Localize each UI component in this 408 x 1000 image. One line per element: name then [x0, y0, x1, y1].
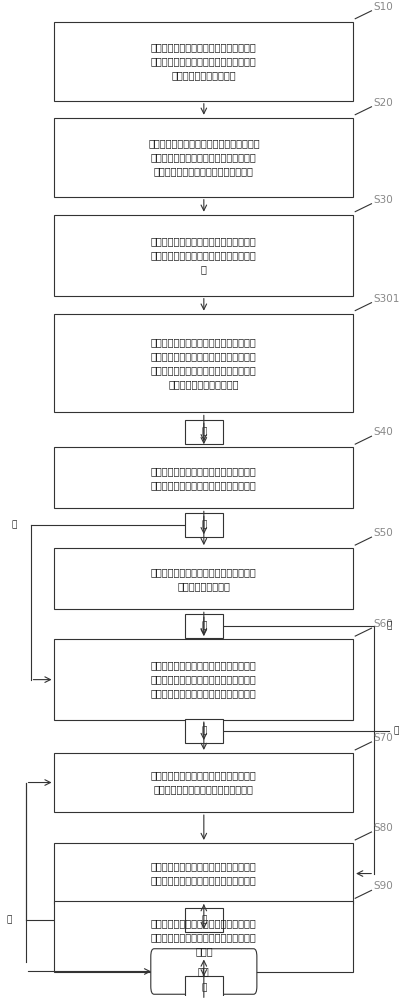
Text: S40: S40 [373, 427, 393, 437]
FancyBboxPatch shape [54, 22, 353, 101]
Text: 否: 否 [201, 727, 206, 736]
FancyBboxPatch shape [151, 949, 257, 994]
Text: S10: S10 [373, 2, 393, 12]
Text: 是: 是 [201, 984, 206, 993]
FancyBboxPatch shape [54, 639, 353, 720]
Text: 判断双目立体视觉传感器是否能够检测目
标车辆行驶前方的限高栏的最大高度信息: 判断双目立体视觉传感器是否能够检测目 标车辆行驶前方的限高栏的最大高度信息 [151, 466, 257, 490]
FancyBboxPatch shape [185, 719, 223, 743]
Text: 是: 是 [201, 916, 206, 925]
FancyBboxPatch shape [185, 614, 223, 638]
FancyBboxPatch shape [54, 901, 353, 972]
Text: S70: S70 [373, 733, 393, 743]
Text: 结束: 结束 [198, 966, 210, 976]
Text: 车载光线传感器接收外界光线信息，判断
是否为夜晚或阴雨天: 车载光线传感器接收外界光线信息，判断 是否为夜晚或阴雨天 [151, 567, 257, 591]
FancyBboxPatch shape [54, 314, 353, 412]
Text: 车辆数据传感器测量目标车辆的高度信息，
根据高度信息与预先存储在控制器内的车
辆车身数据计算目标车辆实时高度信息: 车辆数据传感器测量目标车辆的高度信息， 根据高度信息与预先存储在控制器内的车 辆… [148, 138, 259, 176]
Text: 判断车载激光雷达传感器是否能够检测目
标车辆行驶前方的限高栏的最大高度信息: 判断车载激光雷达传感器是否能够检测目 标车辆行驶前方的限高栏的最大高度信息 [151, 862, 257, 886]
Text: S90: S90 [373, 881, 393, 891]
FancyBboxPatch shape [54, 843, 353, 904]
FancyBboxPatch shape [54, 548, 353, 609]
Text: 控制器获取当前车辆实际高度信息和限高
栏最大高度信息，通过判断对比模块进行
对比，判断目标车辆是否可以通过限高栏: 控制器获取当前车辆实际高度信息和限高 栏最大高度信息，通过判断对比模块进行 对比… [151, 661, 257, 699]
FancyBboxPatch shape [185, 420, 223, 444]
FancyBboxPatch shape [54, 118, 353, 197]
Text: 否: 否 [201, 428, 206, 437]
Text: 限高预警指示灯进行声光报警提示，电子
控制单元对目标车辆进行车辆减速制动: 限高预警指示灯进行声光报警提示，电子 控制单元对目标车辆进行车辆减速制动 [151, 771, 257, 795]
Text: 否: 否 [393, 727, 399, 736]
FancyBboxPatch shape [185, 976, 223, 1000]
Text: 否: 否 [201, 622, 206, 631]
Text: 是: 是 [201, 521, 206, 530]
Text: 否: 否 [7, 916, 12, 925]
Text: S60: S60 [373, 619, 393, 629]
Text: 通过控制器上的触摸开关，开启双目立体
视觉穿管器、车载雷达传感器、车载光线
传感器和车辆数据传感器: 通过控制器上的触摸开关，开启双目立体 视觉穿管器、车载雷达传感器、车载光线 传感… [151, 42, 257, 80]
FancyBboxPatch shape [185, 908, 223, 932]
Text: S20: S20 [373, 98, 393, 108]
FancyBboxPatch shape [54, 447, 353, 508]
Text: 双目立体视觉传感器和车载激光雷达传感
器采集目标车辆行驶前方的限高栏图像信
息: 双目立体视觉传感器和车载激光雷达传感 器采集目标车辆行驶前方的限高栏图像信 息 [151, 236, 257, 274]
Text: 是: 是 [386, 622, 392, 631]
Text: S50: S50 [373, 528, 393, 538]
FancyBboxPatch shape [185, 513, 223, 537]
Text: S30: S30 [373, 195, 393, 205]
Text: 根据目标车辆实时高度信息与限高栏的最
大高度信息对比，判断车辆是否可以通过
限高栏: 根据目标车辆实时高度信息与限高栏的最 大高度信息对比，判断车辆是否可以通过 限高… [151, 918, 257, 956]
Text: S80: S80 [373, 823, 393, 833]
Text: 是: 是 [12, 521, 17, 530]
Text: S301: S301 [373, 294, 400, 304]
FancyBboxPatch shape [54, 753, 353, 812]
FancyBboxPatch shape [54, 215, 353, 296]
Text: 通过数据融合技术将双目立体视觉传感器
和车载激光雷达传感器采输出的图像信息
进行数据融合，并通过控制器对融合后的
数据信息进行判断是否融合: 通过数据融合技术将双目立体视觉传感器 和车载激光雷达传感器采输出的图像信息 进行… [151, 337, 257, 389]
